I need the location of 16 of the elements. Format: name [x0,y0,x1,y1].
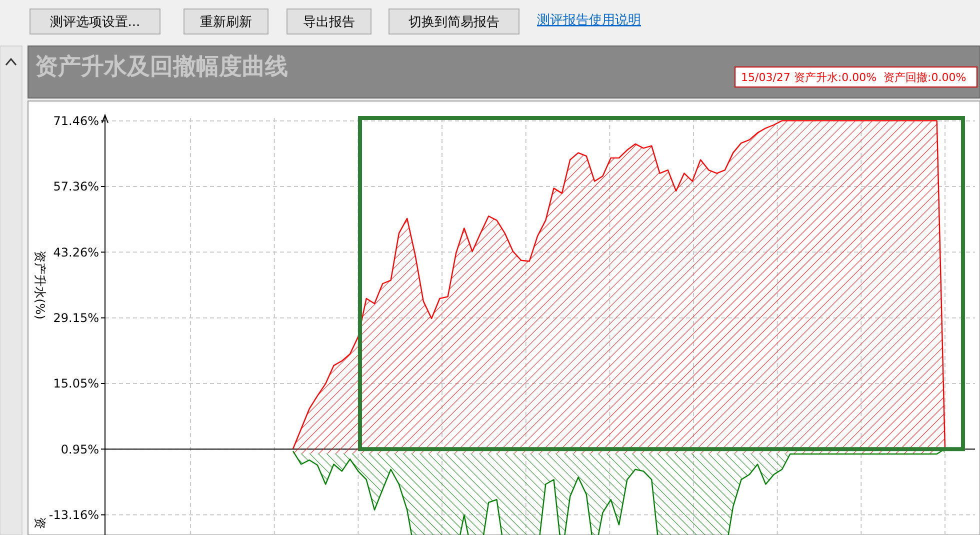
y-tick-label: 29.15% [53,311,99,326]
y-tick-label: 71.46% [53,114,99,128]
y-tick-label: 57.36% [53,180,99,194]
y-tick-label: -13.16% [48,508,99,522]
text: 切换到简易报告 [408,15,500,30]
text: 资 [33,516,47,529]
text: 测评报告使用说明 [537,13,641,28]
y-axis-title: 资产升水(%) [33,250,47,320]
text: 15/03/27 资产升水:0.00% 资产回撤:0.00% [741,71,966,84]
y-tick-label: 43.26% [53,245,99,260]
y-tick-label: 15.05% [53,376,99,391]
text: 导出报告 [303,15,355,30]
y-tick-label: 0.95% [60,442,99,456]
text: 测评选项设置... [50,15,140,30]
text: 重新刷新 [200,15,252,30]
chart-title: 资产升水及回撤幅度曲线 [35,53,288,80]
